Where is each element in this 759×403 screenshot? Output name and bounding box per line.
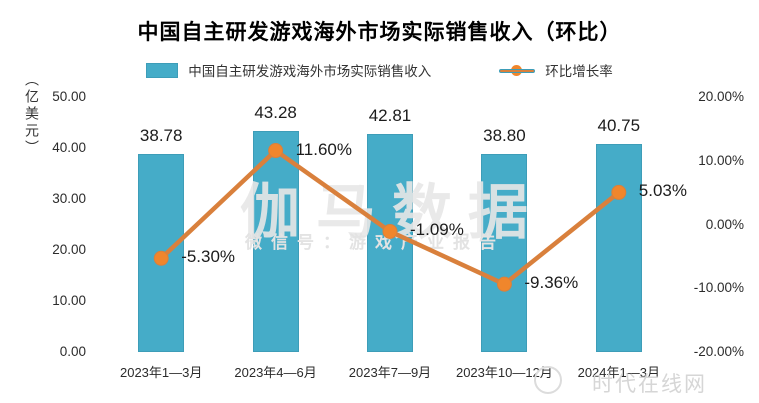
left-tick: 40.00: [52, 140, 86, 155]
legend-bar-swatch-icon: [146, 62, 179, 78]
legend: 中国自主研发游戏海外市场实际销售收入 环比增长率: [0, 60, 759, 80]
left-tick: 10.00: [52, 293, 86, 308]
left-tick: 0.00: [59, 344, 86, 359]
x-axis-label: 2023年7—9月: [348, 365, 432, 380]
legend-line-marker-icon: [499, 64, 536, 77]
right-tick: 0.00%: [705, 216, 744, 232]
line-value-label: -9.36%: [524, 273, 579, 293]
left-axis-title: （亿美元）: [24, 72, 40, 157]
right-tick: -10.00%: [693, 280, 744, 296]
bar: [138, 154, 185, 352]
legend-line-label: 环比增长率: [545, 64, 613, 79]
bar-value-label: 38.80: [483, 126, 526, 146]
x-axis-label: 2023年4—6月: [234, 365, 317, 380]
legend-bar-label: 中国自主研发游戏海外市场实际销售收入: [188, 64, 432, 79]
watermark-sub: 微信号：游戏产业报告: [245, 233, 505, 252]
bar-value-label: 40.75: [597, 116, 641, 136]
left-tick: 20.00: [52, 242, 86, 257]
x-axis-label: 2023年1—3月: [119, 365, 203, 380]
line-value-label: -5.30%: [181, 247, 236, 267]
x-axis-label: 2024年1—3月: [577, 365, 660, 380]
line-value-label: -1.09%: [410, 220, 464, 240]
watermark-corner: 时代在线网: [592, 373, 707, 396]
right-tick: -20.00%: [693, 344, 744, 359]
bar-value-label: 42.81: [368, 105, 412, 125]
x-axis-label: 2023年10—12月: [455, 365, 553, 380]
right-tick: 10.00%: [698, 152, 744, 168]
left-tick: 30.00: [52, 191, 86, 206]
line-value-label: 11.60%: [295, 139, 352, 159]
bar-value-label: 38.78: [139, 126, 183, 146]
watermark-ring-icon: [534, 366, 562, 394]
line-value-label: 5.03%: [638, 181, 687, 201]
legend-line-icon: [499, 68, 536, 73]
chart-title: 中国自主研发游戏海外市场实际销售收入（环比）: [137, 21, 622, 44]
right-tick: 20.00%: [698, 89, 744, 104]
bar: [595, 144, 642, 352]
bar-value-label: 43.28: [254, 103, 297, 123]
left-tick: 50.00: [52, 89, 86, 104]
